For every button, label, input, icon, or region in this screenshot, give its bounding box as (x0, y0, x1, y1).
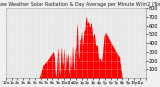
Title: Milwaukee Weather Solar Radiation & Day Average per Minute W/m2 (Today): Milwaukee Weather Solar Radiation & Day … (0, 2, 160, 7)
